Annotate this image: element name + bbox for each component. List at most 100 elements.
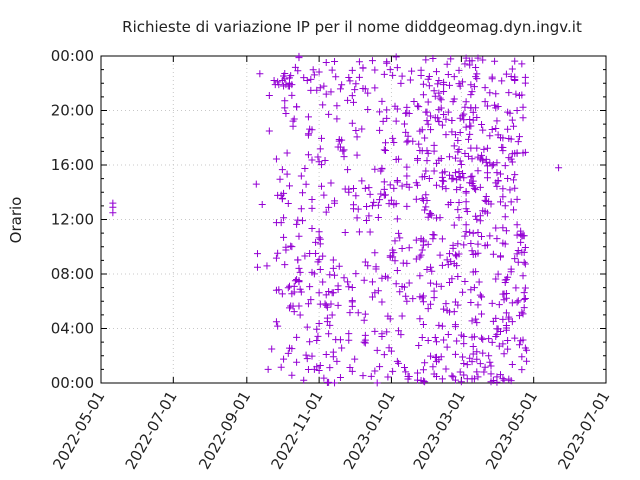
data-point	[316, 145, 324, 153]
data-point	[392, 117, 400, 125]
data-point	[302, 351, 310, 359]
data-point	[370, 198, 378, 206]
x-tick-label: 2022-11-01	[267, 388, 326, 473]
data-point	[430, 231, 438, 239]
data-point	[455, 168, 463, 176]
data-point	[416, 315, 424, 323]
data-point	[463, 361, 471, 369]
data-point	[453, 176, 461, 184]
data-point	[486, 159, 494, 167]
data-point	[333, 102, 341, 110]
data-point	[501, 202, 509, 210]
data-point	[521, 260, 529, 268]
data-point	[496, 328, 504, 336]
data-point	[460, 116, 468, 124]
data-point	[431, 334, 439, 342]
data-point	[518, 232, 526, 240]
data-point	[443, 343, 451, 351]
data-point	[348, 283, 356, 291]
data-point	[395, 155, 403, 163]
data-point	[486, 89, 494, 97]
data-point	[258, 201, 266, 209]
data-point	[424, 98, 432, 106]
data-point	[468, 155, 476, 163]
data-point	[447, 198, 455, 206]
data-point	[468, 358, 476, 366]
data-point	[440, 305, 448, 313]
data-point	[328, 289, 336, 297]
data-point	[319, 278, 327, 286]
data-point	[287, 242, 295, 250]
data-point	[364, 262, 372, 270]
data-point	[280, 355, 288, 363]
data-point	[507, 265, 515, 273]
data-point	[483, 102, 491, 110]
data-point	[335, 262, 343, 270]
data-point	[448, 275, 456, 283]
data-point	[398, 245, 406, 253]
data-point	[453, 337, 461, 345]
data-point	[300, 74, 308, 82]
data-point	[310, 365, 318, 373]
data-point	[410, 97, 418, 105]
data-point	[306, 125, 314, 133]
data-point	[308, 196, 316, 204]
data-point	[253, 250, 261, 258]
data-point	[479, 207, 487, 215]
data-point	[376, 196, 384, 204]
data-point	[314, 258, 322, 266]
data-point	[499, 315, 507, 323]
data-point	[493, 373, 501, 381]
data-point	[295, 232, 303, 240]
data-point	[378, 333, 386, 341]
data-point	[379, 117, 387, 125]
data-point	[274, 322, 282, 330]
y-tick-label: 20:00	[51, 102, 94, 120]
data-point	[429, 363, 437, 371]
data-point	[523, 357, 531, 365]
data-point	[313, 336, 321, 344]
data-point	[389, 367, 397, 375]
data-point	[417, 376, 425, 384]
data-point	[499, 239, 507, 247]
data-point	[396, 234, 404, 242]
data-point	[456, 174, 464, 182]
data-point	[431, 114, 439, 122]
data-point	[345, 185, 353, 193]
data-point	[496, 134, 504, 142]
data-point	[307, 75, 315, 83]
data-point	[365, 212, 373, 220]
data-point	[438, 169, 446, 177]
data-point	[384, 373, 392, 381]
data-point	[479, 349, 487, 357]
data-point	[488, 125, 496, 133]
data-point	[303, 355, 311, 363]
data-point	[498, 77, 506, 85]
data-point	[502, 294, 510, 302]
data-point	[499, 185, 507, 193]
y-tick-label: 08:00	[51, 265, 94, 283]
data-point	[348, 302, 356, 310]
data-point	[473, 368, 481, 376]
data-point	[513, 298, 521, 306]
data-point	[308, 156, 316, 164]
data-point	[418, 195, 426, 203]
data-point	[419, 238, 427, 246]
data-point	[464, 152, 472, 160]
data-point	[505, 315, 513, 323]
data-point	[428, 267, 436, 275]
data-point	[327, 300, 335, 308]
data-point	[380, 178, 388, 186]
data-point	[383, 106, 391, 114]
data-point	[316, 362, 324, 370]
data-point	[399, 259, 407, 267]
data-point	[521, 244, 529, 252]
data-point	[462, 188, 470, 196]
data-point	[521, 284, 529, 292]
data-point	[498, 143, 506, 151]
data-point	[306, 283, 314, 291]
data-point	[493, 169, 501, 177]
data-point	[332, 73, 340, 81]
y-tick-label: 16:00	[51, 156, 94, 174]
data-point	[391, 237, 399, 245]
